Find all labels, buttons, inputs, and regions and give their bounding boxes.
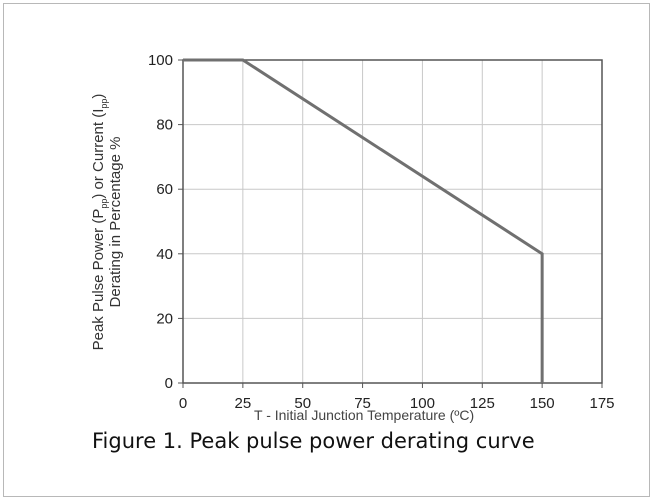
y-axis-label: Peak Pulse Power (Ppp) or Current (Ipp) … — [90, 94, 124, 351]
y-tick-label: 40 — [156, 246, 173, 263]
plot-border — [182, 59, 603, 384]
x-tick-label: 125 — [470, 395, 495, 412]
x-tick-label: 100 — [410, 395, 435, 412]
y-tick-label: 60 — [156, 181, 173, 198]
y-tick-label: 0 — [165, 375, 173, 392]
y-tick-label: 100 — [148, 52, 173, 69]
x-tick-label: 50 — [294, 395, 311, 412]
x-tick-label: 150 — [530, 395, 555, 412]
x-tick-label: 25 — [235, 395, 252, 412]
x-tick-label: 175 — [589, 395, 614, 412]
x-tick-labels: 0 25 50 75 100 125 150 175 — [179, 395, 615, 412]
y-axis-label-line2: Derating in Percentage % — [107, 137, 124, 308]
derating-curve — [183, 58, 544, 383]
y-tick-label: 80 — [156, 117, 173, 134]
tick-marks — [178, 59, 603, 388]
x-tick-label: 0 — [179, 395, 187, 412]
x-axis-label: T - Initial Junction Temperature (ºC) — [254, 407, 474, 423]
y-tick-label: 20 — [156, 310, 173, 327]
y-axis-label-line1: Peak Pulse Power (Ppp) or Current (Ipp) — [90, 94, 109, 351]
x-tick-label: 75 — [354, 395, 371, 412]
figure-caption: Figure 1. Peak pulse power derating curv… — [92, 429, 535, 453]
y-tick-labels: 0 20 40 60 80 100 — [148, 52, 173, 392]
grid-lines — [183, 60, 602, 383]
